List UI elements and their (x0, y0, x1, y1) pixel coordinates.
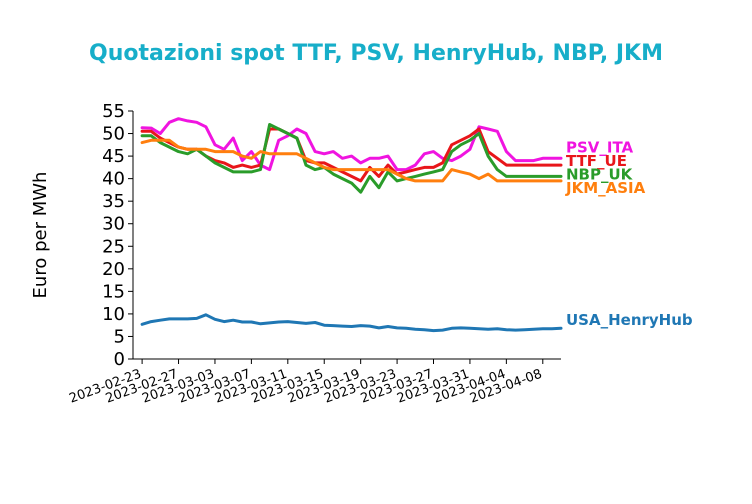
y-tick-label: 55 (102, 101, 125, 122)
y-axis-label: Euro per MWh (30, 172, 51, 299)
y-tick-label: 20 (102, 259, 125, 280)
chart-title: Quotazioni spot TTF, PSV, HenryHub, NBP,… (89, 41, 663, 66)
series-line-nbp-uk (140, 123, 563, 194)
series-label-ttf-ue: TTF_UE (566, 152, 627, 170)
y-tick-label: 5 (114, 326, 125, 347)
y-tick-label: 45 (102, 146, 125, 167)
series-line-jkm-asia (140, 138, 563, 183)
y-tick-label: 35 (102, 191, 125, 212)
series-lines (140, 117, 563, 333)
series-label-usa-henryhub: USA_HenryHub (566, 311, 693, 329)
y-tick-label: 10 (102, 304, 125, 325)
y-tick-label: 15 (102, 281, 125, 302)
y-tick-label: 50 (102, 124, 125, 145)
y-tick-label: 30 (102, 214, 125, 235)
series-line-psv-ita (140, 117, 563, 172)
y-tick-label: 40 (102, 169, 125, 190)
series-label-psv-ita: PSV_ITA (566, 138, 634, 156)
y-tick-label: 0 (114, 349, 125, 370)
series-line-usa-henryhub (140, 313, 563, 333)
series-label-nbp-uk: NBP_UK (566, 166, 634, 184)
y-tick-label: 25 (102, 236, 125, 257)
series-label-jkm-asia: JKM_ASIA (565, 179, 646, 197)
